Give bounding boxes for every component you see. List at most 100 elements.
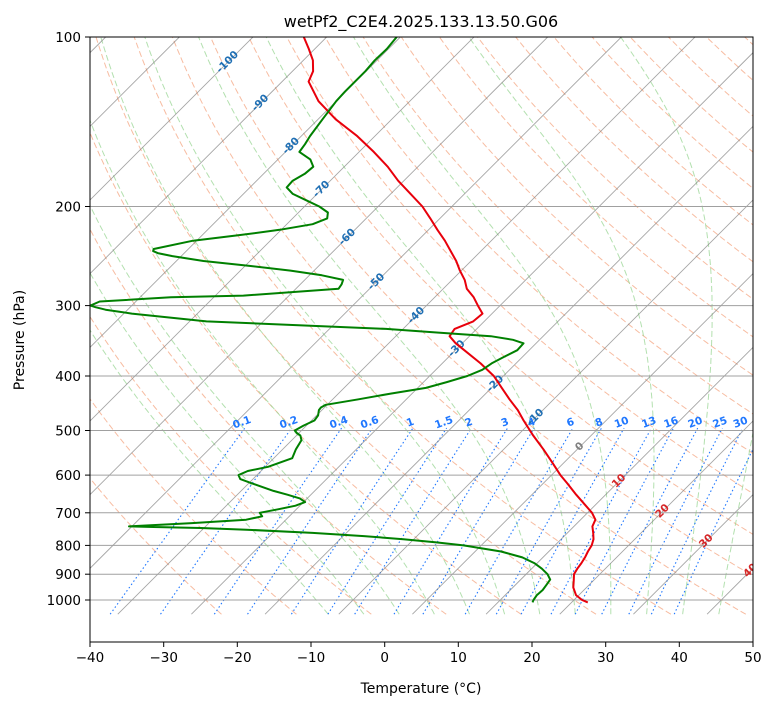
- x-tick-label: −20: [223, 650, 252, 666]
- dry-adiabats: [90, 25, 775, 615]
- dry-adiabat-line: [324, 37, 753, 454]
- isotherm-line: [559, 420, 753, 615]
- plot-frame: [89, 36, 754, 643]
- dry-adiabat-line: [362, 37, 753, 415]
- isotherm-line: [191, 52, 753, 615]
- x-tick-label: 30: [597, 650, 614, 666]
- temperature-profile-line: [302, 37, 597, 604]
- mixing-ratio-label: 4: [526, 416, 537, 430]
- dry-adiabat-line: [515, 37, 753, 263]
- mixing-ratio-line: [673, 447, 753, 615]
- isotherm-line: [633, 493, 753, 615]
- x-tick-label: 0: [380, 650, 389, 666]
- mixing-ratio-label: 0.6: [359, 414, 381, 432]
- mixing-ratio-line: [574, 427, 674, 615]
- isotherm-line: [90, 37, 402, 348]
- mixing-ratio-label: 1.5: [433, 414, 455, 432]
- y-tick-label: 1000: [47, 593, 81, 609]
- dry-adiabat-line: [705, 37, 753, 82]
- isotherm-line: [90, 37, 181, 128]
- mixing-ratio-label: 0.4: [328, 414, 350, 432]
- isotherm-line: [338, 199, 753, 615]
- moist-adiabat-line: [198, 37, 541, 615]
- mixing-ratio-label: 30: [732, 415, 750, 431]
- mixing-ratio-line: [354, 427, 472, 615]
- isotherm-line: [485, 346, 753, 615]
- x-axis-ticks: −40 −30 −20 −10 0 10 20 30 40 50: [76, 642, 762, 666]
- moist-adiabat-line: [718, 429, 753, 615]
- chart-title: wetPf2_C2E4.2025.133.13.50.G06: [284, 12, 558, 32]
- isotherm-label: 40: [741, 561, 760, 580]
- isotherm-line: [90, 37, 328, 275]
- y-axis-label: Pressure (hPa): [12, 290, 28, 390]
- isotherm-line: [90, 37, 623, 569]
- y-tick-label: 100: [55, 30, 81, 46]
- mixing-ratio-line: [464, 427, 574, 615]
- moist-adiabat-line: [90, 118, 435, 615]
- mixing-ratio-line: [109, 427, 246, 615]
- mixing-ratio-line: [247, 427, 373, 615]
- x-tick-label: −30: [149, 650, 178, 666]
- x-tick-label: 50: [744, 650, 761, 666]
- mixing-ratio-label: 8: [593, 416, 604, 430]
- dry-adiabat-line: [286, 37, 753, 495]
- dry-adiabat-line: [90, 228, 447, 615]
- mixing-ratio-label: 6: [565, 416, 576, 430]
- isotherm-line: [706, 567, 753, 615]
- mixing-ratio-label: 13: [640, 415, 658, 431]
- mixing-ratio-label: 0.1: [231, 414, 253, 432]
- isotherm-lines: [90, 37, 753, 615]
- x-tick-label: 20: [523, 650, 540, 666]
- dry-adiabat-line: [400, 37, 753, 376]
- y-tick-label: 700: [55, 506, 81, 522]
- moist-adiabat-line: [620, 37, 713, 615]
- isotherm-line: [90, 37, 549, 496]
- mixing-ratio-line: [628, 427, 723, 615]
- mixing-ratio-line: [160, 427, 293, 615]
- dry-adiabat-line: [95, 37, 597, 615]
- isotherm-line: [412, 273, 753, 615]
- moist-adiabat-line: [90, 329, 329, 615]
- dry-adiabat-line: [667, 37, 753, 117]
- isotherm-line: [117, 37, 696, 615]
- mixing-ratio-line: [393, 427, 509, 615]
- dry-adiabat-line: [90, 131, 522, 615]
- y-axis-ticks: 1000 900 800 700 600 500 400 300 200 100: [47, 30, 90, 609]
- dry-adiabat-line: [553, 37, 753, 226]
- dry-adiabat-line: [133, 37, 672, 615]
- mixing-ratio-line: [650, 427, 744, 615]
- dewpoint-profile-line: [90, 37, 552, 603]
- mixing-ratio-label: 25: [711, 415, 729, 431]
- dry-adiabat-line: [769, 25, 775, 615]
- y-tick-label: 900: [55, 567, 81, 583]
- x-tick-label: −40: [76, 650, 105, 666]
- moist-adiabat-line: [144, 37, 506, 615]
- isotherm-line: [90, 37, 254, 201]
- dry-adiabat-line: [248, 37, 753, 535]
- mixing-ratio-line: [601, 427, 699, 615]
- mixing-ratio-label: 0.2: [278, 414, 300, 432]
- x-tick-label: −10: [297, 650, 326, 666]
- mixing-ratio-label: 20: [686, 415, 704, 431]
- moist-adiabat-line: [100, 37, 470, 615]
- mixing-ratio-label: 2: [463, 416, 474, 430]
- sounding-profiles: [90, 37, 597, 604]
- mixing-ratio-label: 16: [662, 415, 680, 431]
- y-tick-label: 500: [55, 424, 81, 440]
- mixing-ratio-label: 1: [405, 416, 416, 430]
- dry-adiabat-line: [171, 37, 747, 615]
- line-annotations: 0.1 0.2 0.4 0.6 1 1.5 2 3 4 6 8 10 13 16 20 25 30 36-100-…: [214, 49, 770, 580]
- moist-adiabat-line: [468, 37, 655, 615]
- y-tick-label: 400: [55, 369, 81, 385]
- dry-adiabat-line: [591, 37, 753, 189]
- y-tick-label: 800: [55, 538, 81, 554]
- y-tick-label: 200: [55, 200, 81, 216]
- mixing-ratio-line: [327, 427, 448, 615]
- mixing-ratio-label: 36: [752, 415, 770, 431]
- mixing-ratio-label: 10: [613, 415, 631, 431]
- mixing-ratio-line: [290, 427, 414, 615]
- x-axis-label: Temperature (°C): [360, 681, 482, 697]
- mixing-ratio-line: [495, 427, 602, 615]
